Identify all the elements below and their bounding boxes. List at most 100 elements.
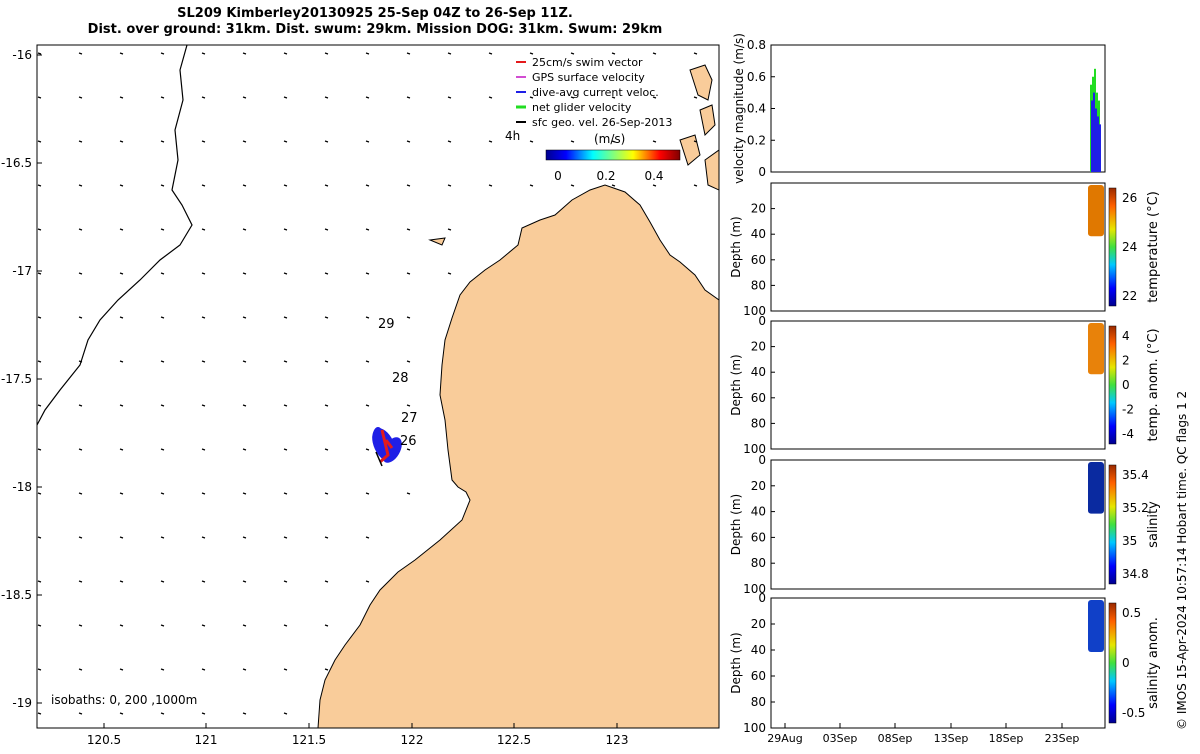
vector-arrow xyxy=(119,712,124,715)
colorbar-tick: 4 xyxy=(1122,329,1130,343)
vector-arrow xyxy=(78,184,83,187)
vector-arrow xyxy=(529,96,534,99)
vector-arrow xyxy=(201,316,206,319)
footer-credit: © IMOS 15-Apr-2024 10:57:14 Hobart time.… xyxy=(1175,391,1189,730)
vector-arrow xyxy=(447,140,452,143)
colorbar-tick: 35.4 xyxy=(1122,468,1149,482)
vector-arrow xyxy=(37,96,42,99)
vector-arrow xyxy=(78,448,83,451)
vector-arrow xyxy=(78,360,83,363)
vector-arrow xyxy=(406,448,411,451)
vector-arrow xyxy=(365,184,370,187)
y-tick-label: 80 xyxy=(751,278,766,292)
vector-arrow xyxy=(693,184,698,187)
y-tick-label: 40 xyxy=(751,227,766,241)
colorbar-tick: 0 xyxy=(1122,656,1130,670)
y-tick-label: 0.8 xyxy=(747,38,766,52)
legend-label: sfc geo. vel. 26-Sep-2013 xyxy=(532,116,672,129)
vector-arrow xyxy=(37,624,42,627)
vector-arrow xyxy=(652,184,657,187)
y-tick-label: 80 xyxy=(751,695,766,709)
colorbar-tick: -2 xyxy=(1122,403,1134,417)
isobaths-label: isobaths: 0, 200 ,1000m xyxy=(51,693,197,707)
vector-arrow xyxy=(37,184,42,187)
vector-arrow xyxy=(201,580,206,583)
map-y-axis: -16 -16.5 -17 -17.5 -18 -18.5 -19 xyxy=(1,48,42,710)
vector-arrow xyxy=(78,316,83,319)
y-tick-label: 0 xyxy=(758,591,766,605)
vector-arrow xyxy=(160,536,165,539)
vector-arrow xyxy=(447,272,452,275)
vector-arrow xyxy=(652,96,657,99)
vector-arrow xyxy=(365,228,370,231)
day-label: 29 xyxy=(378,317,395,332)
vector-arrow xyxy=(570,184,575,187)
title-line-2: Dist. over ground: 31km. Dist. swum: 29k… xyxy=(87,22,663,37)
vector-arrow xyxy=(324,668,329,671)
figure-title: SL209 Kimberley20130925 25-Sep 04Z to 26… xyxy=(0,6,750,38)
x-date-label: 08Sep xyxy=(878,732,913,745)
colorbar-tick: 35.2 xyxy=(1122,501,1149,515)
y-tick-label: -17.5 xyxy=(1,372,32,386)
vector-arrow xyxy=(160,580,165,583)
vector-arrow xyxy=(488,52,493,55)
map-panel: 120.5 121 121.5 122 122.5 123 -16 -16.5 -17 -17.… xyxy=(1,44,720,747)
vector-arrow xyxy=(78,96,83,99)
colorbar-label: temp. anom. (°C) xyxy=(1146,328,1161,441)
vector-arrow xyxy=(611,140,616,143)
colorbar-label: temperature (°C) xyxy=(1146,191,1161,303)
vector-arrow xyxy=(119,96,124,99)
y-tick-label: 100 xyxy=(743,582,766,596)
vector-arrow xyxy=(201,52,206,55)
y-axis-label: velocity magnitude (m/s) xyxy=(732,33,746,184)
vector-arrow xyxy=(201,492,206,495)
profile-data xyxy=(1088,323,1104,375)
glider-track xyxy=(372,427,402,467)
y-tick-label: 0.2 xyxy=(747,133,766,147)
vector-arrow xyxy=(365,492,370,495)
vector-arrow xyxy=(201,712,206,715)
velocity-panel-frame xyxy=(770,44,1106,173)
vector-arrow xyxy=(242,184,247,187)
vector-arrow xyxy=(78,140,83,143)
vector-arrow xyxy=(37,52,42,55)
vector-arrow xyxy=(406,404,411,407)
vector-arrow xyxy=(37,360,42,363)
vector-arrow xyxy=(283,272,288,275)
vector-arrow xyxy=(283,536,288,539)
vector-arrow xyxy=(529,184,534,187)
vector-arrow xyxy=(365,360,370,363)
vector-arrow xyxy=(611,52,616,55)
vector-arrow xyxy=(324,624,329,627)
vector-arrow xyxy=(160,448,165,451)
vector-arrow xyxy=(37,272,42,275)
vector-arrow xyxy=(160,272,165,275)
vector-arrow xyxy=(652,140,657,143)
vector-arrow xyxy=(119,624,124,627)
vector-arrow xyxy=(242,96,247,99)
legend-label: GPS surface velocity xyxy=(532,71,645,84)
vector-arrow xyxy=(242,580,247,583)
y-tick-label: 100 xyxy=(743,442,766,456)
vector-arrow xyxy=(283,624,288,627)
vector-arrow xyxy=(693,140,698,143)
colorbar-tick: 0.5 xyxy=(1122,606,1141,620)
vector-arrow xyxy=(283,712,288,715)
map-x-axis: 120.5 121 121.5 122 122.5 123 xyxy=(87,723,628,747)
colorbar-label: salinity anom. xyxy=(1146,617,1161,709)
vector-arrow xyxy=(283,492,288,495)
vector-arrow xyxy=(242,668,247,671)
vector-arrow xyxy=(119,360,124,363)
y-tick-label: 60 xyxy=(751,669,766,683)
vector-arrow xyxy=(201,272,206,275)
vector-arrow xyxy=(283,140,288,143)
vector-arrow xyxy=(119,668,124,671)
legend-label: net glider velocity xyxy=(532,101,632,114)
colorbar-tick: 26 xyxy=(1122,191,1137,205)
profile-data xyxy=(1088,462,1104,514)
vector-arrow xyxy=(324,184,329,187)
vector-arrow xyxy=(37,316,42,319)
day-label: 26 xyxy=(400,434,417,449)
vector-arrow xyxy=(365,536,370,539)
vector-arrow xyxy=(611,184,616,187)
